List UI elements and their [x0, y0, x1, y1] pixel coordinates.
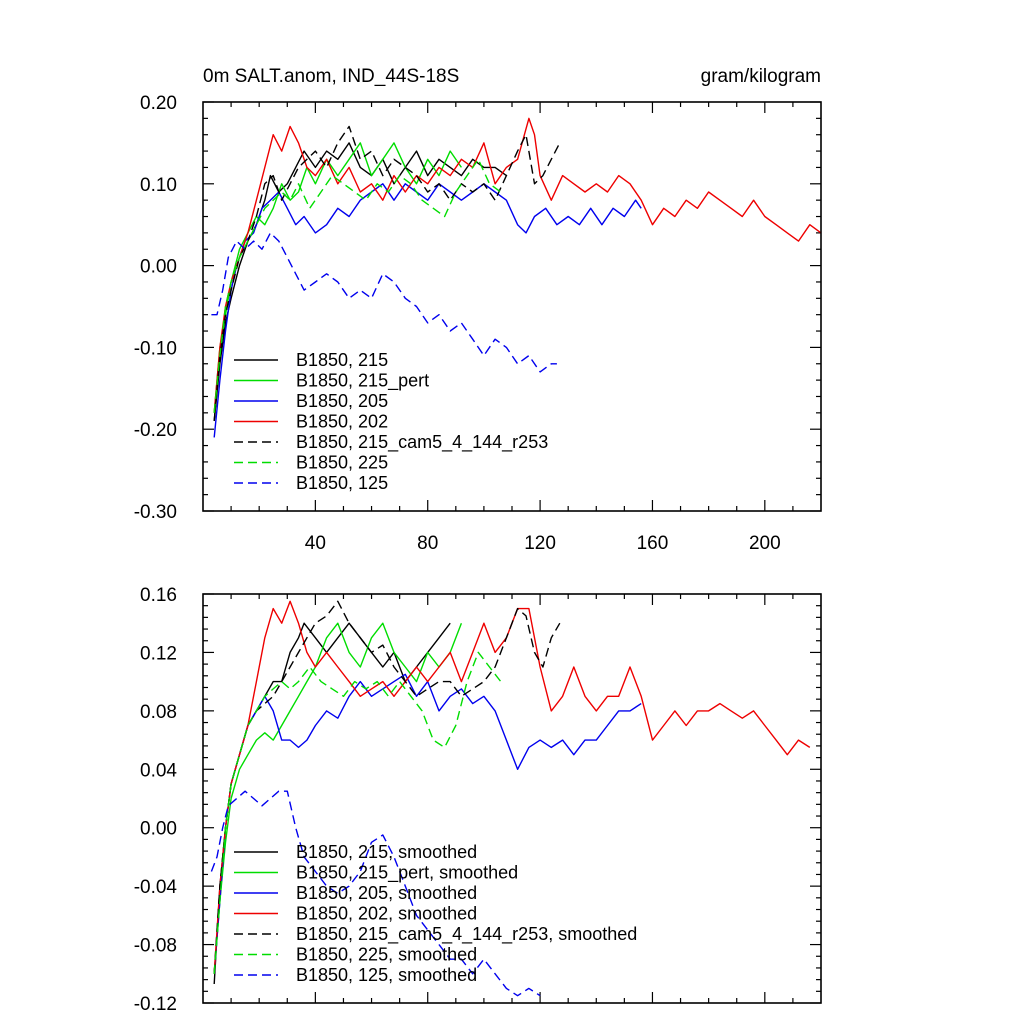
legend-label: B1850, 215, smoothed — [296, 842, 477, 862]
y-tick-label: -0.04 — [134, 877, 178, 898]
y-tick-label: 0.08 — [140, 702, 177, 723]
series-line — [213, 142, 462, 413]
legend-label: B1850, 225 — [296, 453, 388, 473]
series-line — [213, 117, 822, 413]
title-left: 0m SALT.anom, IND_44S-18S — [203, 66, 459, 87]
legend-label: B1850, 215 — [296, 350, 388, 370]
y-tick-label: 0.12 — [140, 643, 177, 664]
y-tick-label: 0.10 — [140, 175, 177, 196]
series-line — [213, 651, 502, 974]
bottom-data-lines — [210, 600, 811, 997]
bottom-plot-frame — [202, 593, 822, 1004]
legend-label: B1850, 215_cam5_4_144_r253 — [296, 432, 548, 453]
series-line — [211, 232, 557, 373]
y-tick-label: -0.20 — [134, 420, 177, 441]
bottom-panel: -0.12 -0.08 -0.04 0.00 0.04 0.08 0.12 0.16 B185… — [134, 585, 822, 1015]
y-tick-label: -0.10 — [134, 338, 177, 359]
top-plot-frame — [202, 101, 822, 512]
x-tick-label: 40 — [305, 533, 326, 554]
legend-label: B1850, 215_cam5_4_144_r253, smoothed — [296, 924, 637, 945]
y-tick-label: 0.16 — [140, 585, 177, 606]
x-tick-label: 200 — [749, 533, 781, 554]
y-tick-label: 0.00 — [140, 257, 177, 278]
y-tick-label: 0.00 — [140, 819, 177, 840]
series-line — [213, 183, 642, 438]
series-line — [213, 158, 502, 413]
legend-label: B1850, 125, smoothed — [296, 965, 477, 985]
legend-label: B1850, 205, smoothed — [296, 883, 477, 903]
legend-label: B1850, 215_pert, smoothed — [296, 863, 518, 884]
legend-label: B1850, 202, smoothed — [296, 904, 477, 924]
y-tick-label: 0.20 — [140, 93, 177, 114]
y-tick-label: -0.12 — [134, 994, 177, 1015]
x-tick-label: 80 — [417, 533, 438, 554]
series-line — [210, 790, 541, 997]
legend-label: B1850, 202 — [296, 412, 388, 432]
top-panel: 0m SALT.anom, IND_44S-18S gram/kilogram … — [134, 66, 822, 554]
legend-label: B1850, 225, smoothed — [296, 945, 477, 965]
bottom-axes-ticks: -0.12 -0.08 -0.04 0.00 0.04 0.08 0.12 0.16 — [134, 585, 821, 1015]
x-tick-label: 160 — [637, 533, 669, 554]
title-right: gram/kilogram — [701, 66, 821, 87]
y-tick-label: -0.30 — [134, 502, 177, 523]
legend-label: B1850, 205 — [296, 391, 388, 411]
top-data-lines — [211, 117, 822, 438]
y-tick-label: -0.08 — [134, 936, 177, 957]
legend-label: B1850, 125 — [296, 473, 388, 493]
x-tick-label: 120 — [524, 533, 556, 554]
series-line — [213, 600, 811, 974]
y-tick-label: 0.04 — [140, 760, 177, 781]
top-axes-ticks: 40 80 120 160 200 -0.30 -0.20 -0.10 0.00 0.10 0.20 — [134, 93, 821, 554]
series-line — [213, 125, 561, 422]
legend-label: B1850, 215_pert — [296, 371, 429, 392]
